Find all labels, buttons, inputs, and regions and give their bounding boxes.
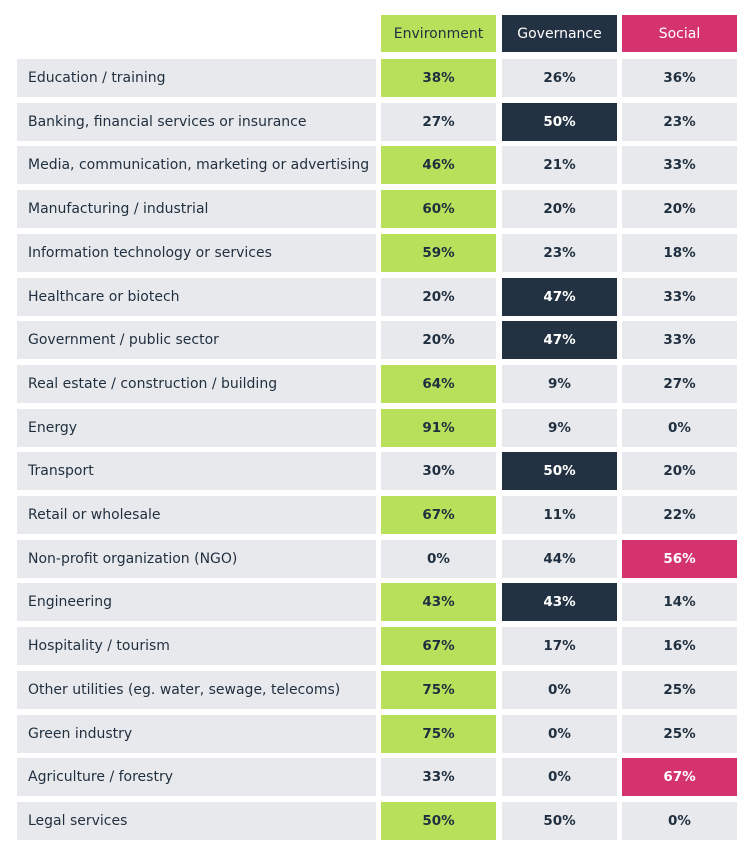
value-cell-governance: 47% xyxy=(502,278,617,316)
row-label: Retail or wholesale xyxy=(17,496,376,534)
value-cell-environment: 43% xyxy=(381,583,496,621)
value-cell-governance: 20% xyxy=(502,190,617,228)
value-cell-governance: 43% xyxy=(502,583,617,621)
value-cell-governance: 0% xyxy=(502,758,617,796)
value-cell-environment: 30% xyxy=(381,452,496,490)
value-cell-social: 33% xyxy=(622,321,737,359)
row-label: Transport xyxy=(17,452,376,490)
value-cell-environment: 27% xyxy=(381,103,496,141)
row-label: Banking, financial services or insurance xyxy=(17,103,376,141)
column-header-environment: Environment xyxy=(381,15,496,52)
value-cell-social: 33% xyxy=(622,146,737,184)
value-cell-governance: 50% xyxy=(502,802,617,840)
row-label: Healthcare or biotech xyxy=(17,278,376,316)
value-cell-social: 25% xyxy=(622,671,737,709)
row-label: Engineering xyxy=(17,583,376,621)
column-header-social: Social xyxy=(622,15,737,52)
value-cell-environment: 50% xyxy=(381,802,496,840)
value-cell-governance: 21% xyxy=(502,146,617,184)
value-cell-social: 67% xyxy=(622,758,737,796)
value-cell-environment: 20% xyxy=(381,278,496,316)
value-cell-environment: 0% xyxy=(381,540,496,578)
value-cell-social: 0% xyxy=(622,409,737,447)
value-cell-environment: 91% xyxy=(381,409,496,447)
row-label: Media, communication, marketing or adver… xyxy=(17,146,376,184)
value-cell-governance: 44% xyxy=(502,540,617,578)
row-label: Agriculture / forestry xyxy=(17,758,376,796)
value-cell-social: 23% xyxy=(622,103,737,141)
value-cell-governance: 23% xyxy=(502,234,617,272)
row-label: Hospitality / tourism xyxy=(17,627,376,665)
value-cell-social: 16% xyxy=(622,627,737,665)
row-label: Information technology or services xyxy=(17,234,376,272)
value-cell-governance: 50% xyxy=(502,452,617,490)
row-label: Education / training xyxy=(17,59,376,97)
value-cell-governance: 0% xyxy=(502,671,617,709)
row-label: Real estate / construction / building xyxy=(17,365,376,403)
value-cell-social: 0% xyxy=(622,802,737,840)
row-label: Manufacturing / industrial xyxy=(17,190,376,228)
value-cell-environment: 20% xyxy=(381,321,496,359)
column-header-governance: Governance xyxy=(502,15,617,52)
value-cell-environment: 67% xyxy=(381,496,496,534)
row-label: Government / public sector xyxy=(17,321,376,359)
value-cell-environment: 38% xyxy=(381,59,496,97)
value-cell-environment: 75% xyxy=(381,715,496,753)
value-cell-governance: 11% xyxy=(502,496,617,534)
value-cell-social: 14% xyxy=(622,583,737,621)
row-label: Non-profit organization (NGO) xyxy=(17,540,376,578)
value-cell-environment: 64% xyxy=(381,365,496,403)
row-label: Green industry xyxy=(17,715,376,753)
value-cell-governance: 47% xyxy=(502,321,617,359)
value-cell-governance: 26% xyxy=(502,59,617,97)
value-cell-social: 33% xyxy=(622,278,737,316)
value-cell-governance: 50% xyxy=(502,103,617,141)
value-cell-social: 22% xyxy=(622,496,737,534)
value-cell-social: 18% xyxy=(622,234,737,272)
value-cell-environment: 67% xyxy=(381,627,496,665)
value-cell-governance: 0% xyxy=(502,715,617,753)
value-cell-social: 20% xyxy=(622,452,737,490)
value-cell-social: 27% xyxy=(622,365,737,403)
value-cell-environment: 60% xyxy=(381,190,496,228)
value-cell-governance: 9% xyxy=(502,409,617,447)
row-label: Energy xyxy=(17,409,376,447)
value-cell-social: 36% xyxy=(622,59,737,97)
value-cell-governance: 17% xyxy=(502,627,617,665)
value-cell-social: 20% xyxy=(622,190,737,228)
value-cell-social: 25% xyxy=(622,715,737,753)
value-cell-environment: 75% xyxy=(381,671,496,709)
value-cell-governance: 9% xyxy=(502,365,617,403)
row-label: Other utilities (eg. water, sewage, tele… xyxy=(17,671,376,709)
value-cell-environment: 59% xyxy=(381,234,496,272)
value-cell-environment: 33% xyxy=(381,758,496,796)
row-label: Legal services xyxy=(17,802,376,840)
value-cell-environment: 46% xyxy=(381,146,496,184)
value-cell-social: 56% xyxy=(622,540,737,578)
